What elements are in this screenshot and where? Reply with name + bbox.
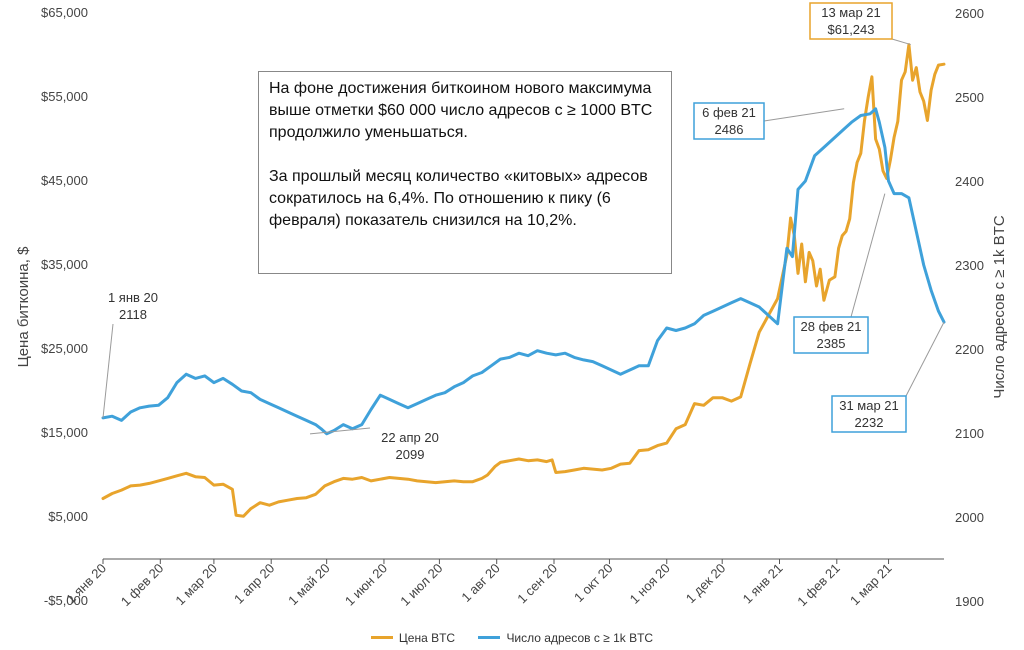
x-tick-label: 1 мар 20	[172, 561, 220, 609]
x-tick-label: 1 май 20	[285, 561, 333, 609]
annotation-label: 6 фев 21	[702, 105, 756, 120]
annotation-mar13: 13 мар 21 $61,243	[809, 2, 911, 46]
legend-swatch-price	[370, 636, 393, 639]
legend-item-price: Цена BTC	[370, 630, 456, 645]
x-tick-label: 1 ноя 20	[627, 561, 673, 607]
y-left-tick-label: $25,000	[41, 341, 88, 356]
y-left-tick-label: $35,000	[41, 257, 88, 272]
y-right-tick-label: 1900	[955, 594, 984, 609]
legend-label-addresses: Число адресов с ≥ 1k BTC	[506, 630, 654, 645]
annotation-mar31: 31 мар 21 2232	[831, 321, 945, 433]
annotation-start: 1 янв 20 2118	[102, 290, 158, 418]
x-tick-label: 1 июн 20	[342, 561, 390, 609]
x-tick-label: 1 апр 20	[231, 561, 277, 607]
x-tick-label: 1 сен 20	[514, 561, 560, 607]
legend-label-price: Цена BTC	[398, 630, 456, 645]
annotation-label: 2118	[119, 307, 147, 322]
series-line-addresses	[101, 107, 946, 436]
annotation-leader	[763, 108, 845, 122]
annotation-box	[831, 395, 907, 433]
annotation-leader	[102, 323, 114, 418]
y-right-tick-label: 2500	[955, 90, 984, 105]
series-layer	[101, 43, 946, 518]
y-right-tick-label: 2200	[955, 342, 984, 357]
x-tick-label: 1 авг 20	[458, 561, 502, 605]
y-left-tick-label: $15,000	[41, 425, 88, 440]
annotation-leader	[905, 321, 945, 397]
annotation-layer: 1 янв 20 2118 22 апр 20 2099 6 фев 21 2486 28 …	[102, 2, 945, 462]
legend: Цена BTC Число адресов с ≥ 1k BTC	[0, 628, 1024, 645]
annotation-leader	[850, 193, 886, 318]
annotation-feb28: 28 фев 21 2385	[793, 193, 886, 354]
callout-paragraph-2: За прошлый месяц количество «китовых» ад…	[269, 168, 648, 229]
callout-box: На фоне достижения биткоином нового макс…	[258, 71, 672, 274]
y-right-tick-label: 2400	[955, 174, 984, 189]
x-tick-label: 1 мар 21	[847, 561, 895, 609]
y-left-axis-title: Цена биткоина, $	[15, 246, 32, 367]
annotation-box	[793, 316, 869, 354]
y-right-tick-label: 2300	[955, 258, 984, 273]
annotation-leader	[891, 38, 911, 46]
annotation-label: 2385	[817, 336, 846, 351]
y-left-tick-label: $65,000	[41, 5, 88, 20]
annotation-apr22: 22 апр 20 2099	[309, 427, 439, 462]
annotation-label: 2099	[396, 447, 425, 462]
x-tick-label: 1 фев 20	[118, 561, 167, 610]
y-left-tick-label: $5,000	[48, 509, 88, 524]
x-tick-label: 1 июл 20	[397, 561, 445, 609]
annotation-label: 22 апр 20	[381, 430, 439, 445]
annotation-box	[809, 2, 893, 40]
y-right-axis-title: Число адресов с ≥ 1k BTC	[991, 215, 1008, 398]
annotation-feb6: 6 фев 21 2486	[693, 102, 845, 140]
annotation-box	[693, 102, 765, 140]
annotation-label: 1 янв 20	[108, 290, 158, 305]
annotation-label: $61,243	[828, 22, 875, 37]
legend-swatch-addresses	[478, 636, 501, 639]
x-tick-label: 1 дек 20	[683, 561, 729, 607]
annotation-label: 31 мар 21	[839, 398, 899, 413]
x-tick-label: 1 окт 20	[571, 561, 616, 606]
annotation-label: 2486	[715, 122, 744, 137]
x-tick-label: 1 янв 21	[740, 561, 786, 607]
y-left-tick-label: $55,000	[41, 89, 88, 104]
series-line-btc-price	[101, 43, 946, 518]
y-right-tick-label: 2600	[955, 6, 984, 21]
annotation-leader	[309, 427, 371, 435]
legend-item-addresses: Число адресов с ≥ 1k BTC	[478, 631, 653, 645]
y-right-tick-label: 2000	[955, 510, 984, 525]
annotation-label: 28 фев 21	[801, 319, 862, 334]
y-left-tick-label: $45,000	[41, 173, 88, 188]
annotation-label: 2232	[855, 415, 884, 430]
x-tick-label: 1 фев 21	[794, 561, 843, 610]
annotation-label: 13 мар 21	[821, 5, 881, 20]
y-left-tick-label: -$5,000	[44, 593, 88, 608]
y-right-tick-label: 2100	[955, 426, 984, 441]
callout-paragraph-1: На фоне достижения биткоином нового макс…	[269, 80, 653, 141]
